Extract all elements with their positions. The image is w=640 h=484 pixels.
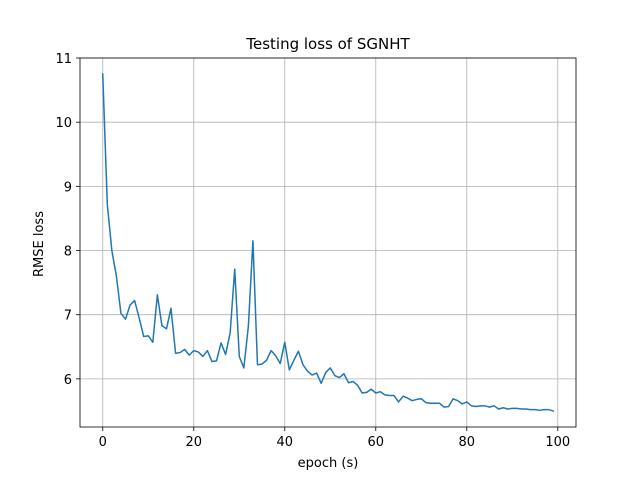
x-tick-label: 80 — [459, 435, 476, 450]
y-tick-label: 8 — [64, 245, 72, 260]
axes-layer — [79, 57, 577, 428]
y-tick-label: 6 — [64, 373, 72, 388]
series-line — [101, 73, 555, 412]
x-tick-label: 100 — [545, 435, 570, 450]
x-tick-label: 60 — [368, 435, 385, 450]
y-tick-label: 9 — [64, 180, 72, 195]
x-tick-label: 20 — [185, 435, 202, 450]
x-tick-label: 40 — [276, 435, 293, 450]
x-axis-label: epoch (s) — [298, 456, 359, 471]
y-tick-label: 10 — [55, 116, 72, 131]
grid-layer — [80, 57, 576, 427]
x-tick-label: 0 — [99, 435, 107, 450]
y-axis-label: RMSE loss — [32, 211, 47, 277]
tick-layer: 0 20 40 60 80 100 6 7 8 9 10 11 — [55, 52, 570, 450]
y-tick-label: 7 — [64, 309, 72, 324]
line-layer — [101, 73, 555, 412]
chart-title: Testing loss of SGNHT — [245, 35, 410, 53]
axes-frame — [79, 57, 577, 428]
y-tick-label: 11 — [55, 52, 72, 67]
